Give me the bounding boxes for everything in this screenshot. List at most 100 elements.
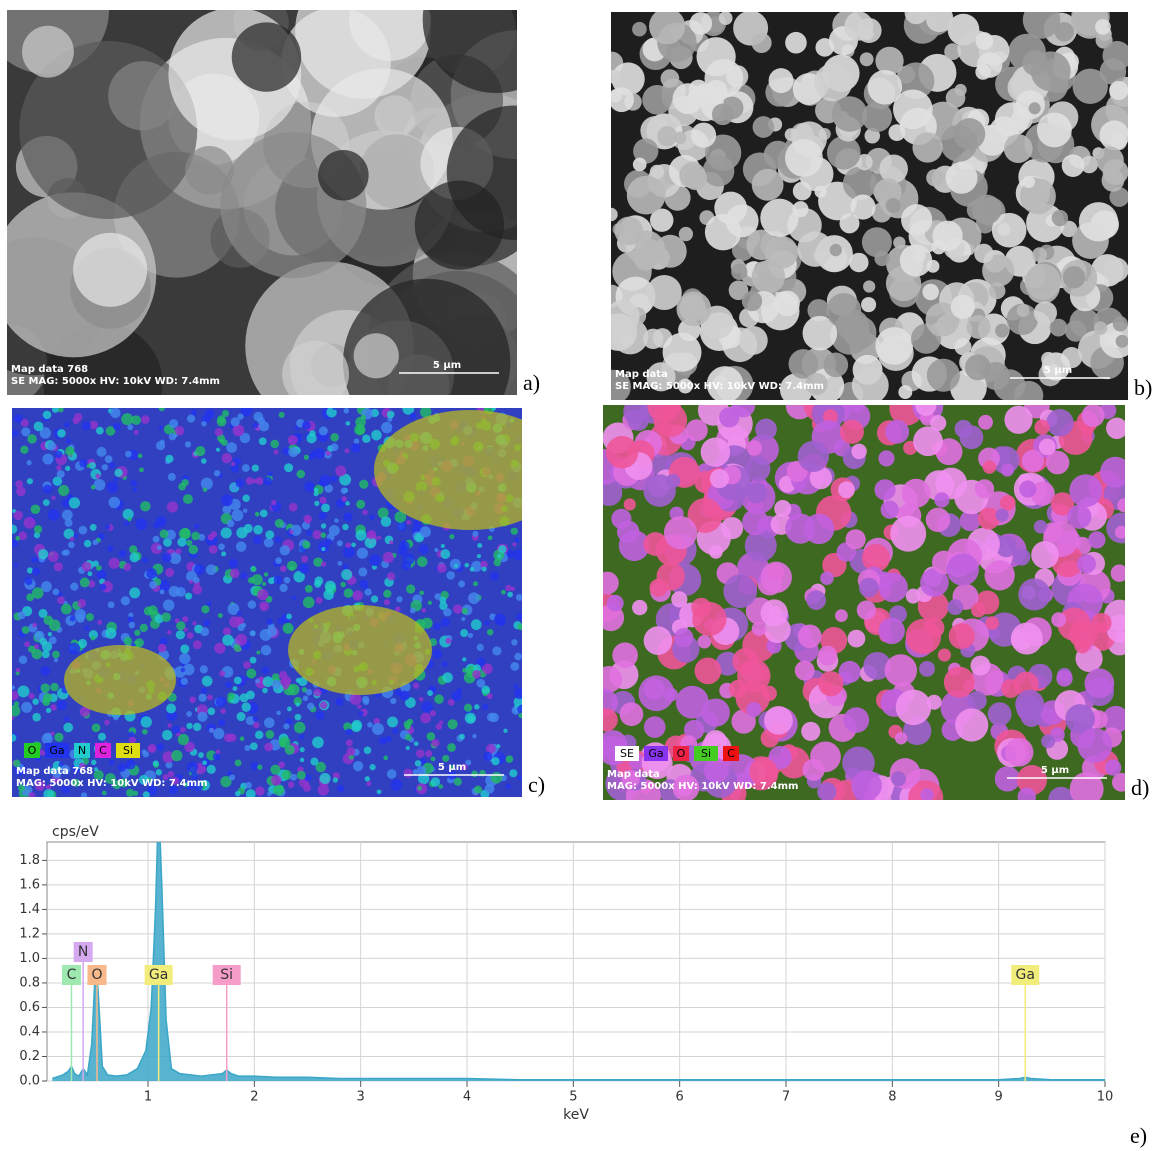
- texture: [47, 509, 60, 521]
- texture: [671, 591, 688, 608]
- texture: [389, 540, 394, 545]
- texture: [481, 566, 487, 572]
- texture: [68, 642, 81, 655]
- texture: [377, 507, 389, 519]
- texture: [34, 780, 46, 791]
- texture: [208, 544, 218, 554]
- texture: [356, 499, 366, 509]
- texture: [1010, 622, 1043, 655]
- texture: [1014, 380, 1044, 400]
- x-axis-label: keV: [563, 1107, 589, 1123]
- texture: [677, 378, 693, 394]
- texture: [183, 782, 189, 787]
- texture: [464, 562, 470, 568]
- texture: [381, 421, 393, 434]
- texture: [162, 751, 175, 763]
- texture: [386, 572, 396, 581]
- texture: [325, 538, 332, 545]
- texture: [976, 52, 1003, 78]
- texture: [184, 780, 195, 790]
- texture: [405, 734, 412, 741]
- texture: [633, 138, 659, 164]
- texture: [38, 548, 49, 560]
- texture: [995, 508, 1009, 522]
- texture: [509, 769, 518, 778]
- texture: [70, 582, 79, 591]
- texture: [222, 627, 232, 636]
- texture: [306, 530, 312, 536]
- texture: [228, 733, 237, 742]
- texture: [253, 524, 263, 535]
- texture: [1003, 134, 1033, 163]
- texture: [850, 194, 876, 220]
- texture: [447, 698, 455, 706]
- texture: [301, 687, 308, 693]
- texture: [838, 660, 861, 684]
- texture: [279, 583, 288, 593]
- texture: [984, 560, 1015, 591]
- texture: [1115, 334, 1128, 348]
- texture: [312, 736, 324, 749]
- texture: [463, 703, 473, 712]
- texture: [230, 483, 238, 492]
- texture: [685, 419, 708, 442]
- texture: [99, 583, 107, 591]
- texture: [430, 756, 436, 762]
- texture: [1101, 168, 1125, 192]
- texture: [239, 736, 245, 742]
- texture: [899, 244, 933, 277]
- texture: [81, 421, 91, 431]
- texture: [399, 690, 410, 701]
- texture: [198, 752, 204, 758]
- texture: [305, 518, 311, 524]
- texture: [1109, 80, 1128, 101]
- y-tick-label: 1.0: [19, 951, 40, 966]
- texture: [165, 454, 174, 463]
- texture: [392, 727, 399, 735]
- legend-label: Ga: [49, 744, 64, 757]
- texture: [176, 621, 186, 631]
- texture: [355, 529, 367, 541]
- texture: [32, 712, 41, 722]
- texture: [131, 415, 141, 426]
- texture: [313, 448, 325, 460]
- texture: [186, 761, 199, 774]
- texture: [650, 208, 674, 232]
- texture: [1015, 689, 1045, 719]
- texture: [1105, 91, 1128, 128]
- texture: [95, 473, 101, 479]
- texture: [193, 563, 205, 575]
- texture: [73, 232, 148, 307]
- texture: [484, 783, 495, 794]
- texture: [632, 157, 647, 172]
- texture: [287, 781, 295, 788]
- texture: [186, 711, 193, 717]
- texture: [315, 710, 325, 720]
- texture: [21, 25, 74, 78]
- texture: [177, 537, 187, 547]
- texture: [267, 471, 273, 477]
- legend-swatch: [95, 743, 111, 758]
- texture: [220, 494, 233, 507]
- texture: [663, 516, 698, 550]
- texture: [302, 695, 309, 702]
- texture: [732, 648, 759, 675]
- texture: [649, 12, 686, 45]
- texture: [60, 603, 72, 615]
- texture: [1000, 495, 1016, 511]
- texture: [755, 418, 777, 441]
- texture: [364, 588, 372, 596]
- texture: [245, 781, 252, 789]
- texture: [768, 605, 782, 619]
- texture: [210, 531, 218, 538]
- texture: [614, 216, 644, 246]
- texture: [169, 785, 178, 795]
- texture: [180, 677, 188, 686]
- texture: [189, 696, 197, 704]
- texture: [96, 565, 102, 571]
- texture: [1091, 612, 1112, 634]
- texture: [12, 690, 19, 701]
- x-tick-label: 5: [569, 1090, 577, 1105]
- texture: [486, 693, 493, 700]
- texture: [947, 599, 964, 616]
